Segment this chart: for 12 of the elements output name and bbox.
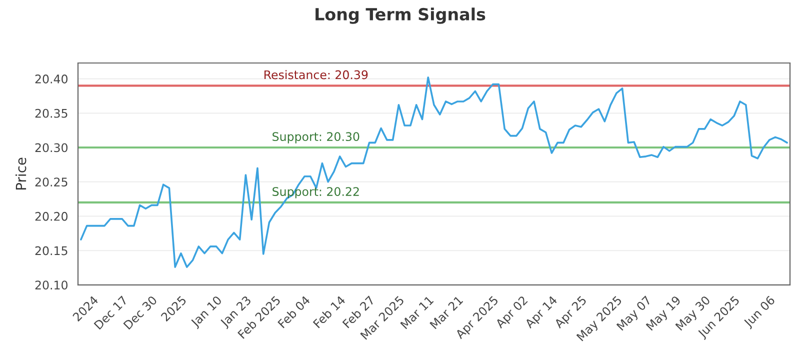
x-tick-label: Jun 06 [742,295,777,330]
y-tick-label: 20.20 [35,212,68,221]
chart-title: Long Term Signals [316,8,486,24]
y-tick-label: 20.30 [35,143,68,152]
y-tick-label: 20.10 [35,280,68,290]
ref-line-label: Resistance: 20.39 [264,70,368,80]
y-tick-label: 20.35 [35,108,68,118]
y-tick-label: 20.15 [35,246,68,256]
y-tick-label: 20.40 [35,74,68,84]
y-tick-label: 20.25 [35,178,68,187]
y-axis-title: Price [15,158,26,190]
ref-line-label: Support: 20.30 [272,132,360,144]
